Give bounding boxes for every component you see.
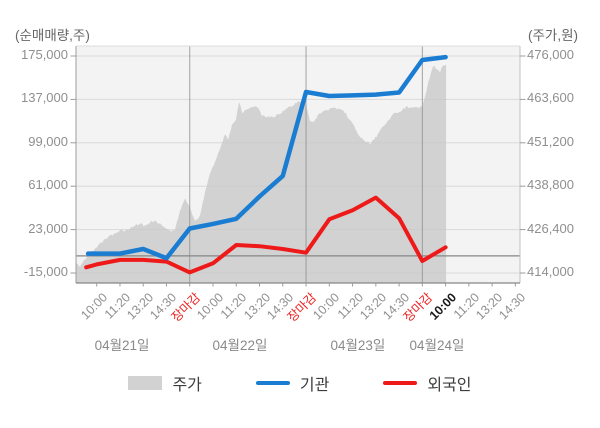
price-area-swatch	[128, 376, 163, 390]
y-axis-tick-label-left: 137,000	[21, 90, 68, 106]
right-axis-title: (주가,원)	[527, 28, 578, 43]
legend-label-foreigner: 외국인	[427, 377, 472, 394]
y-axis-tick-label-right: 414,000	[527, 264, 574, 279]
y-axis-tick-label-right: 438,800	[527, 177, 574, 193]
y-axis-tick-label-right: 476,000	[527, 47, 574, 62]
left-axis-title: (순매매량,주)	[15, 28, 90, 43]
legend-label-price: 주가	[172, 377, 202, 394]
y-axis-tick-label-left: 61,000	[28, 177, 68, 193]
y-axis-tick-label-left: 23,000	[28, 220, 68, 236]
legend-label-institution: 기관	[299, 377, 330, 394]
chart-legend: 주가 기관 외국인	[0, 371, 600, 395]
legend-item-institution[interactable]: 기관	[255, 371, 330, 395]
date-label: 04월24일	[409, 338, 465, 353]
y-axis-tick-label-right: 451,200	[527, 133, 574, 149]
y-axis-tick-label-left: 175,000	[21, 47, 68, 62]
foreigner-line-swatch	[383, 381, 418, 385]
legend-item-foreigner[interactable]: 외국인	[383, 371, 472, 395]
y-axis-tick-label-left: -15,000	[23, 264, 68, 279]
date-label: 04월22일	[212, 338, 268, 353]
institution-line-swatch	[255, 381, 290, 385]
legend-item-price[interactable]: 주가	[128, 371, 202, 395]
date-label: 04월23일	[330, 338, 386, 353]
date-label: 04월21일	[94, 338, 150, 353]
y-axis-tick-label-left: 99,000	[28, 133, 68, 149]
y-axis-tick-label-right: 426,400	[527, 220, 574, 236]
y-axis-tick-label-right: 463,600	[527, 90, 574, 106]
